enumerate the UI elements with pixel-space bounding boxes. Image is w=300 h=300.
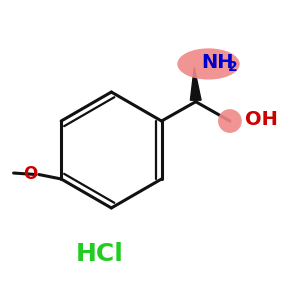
Text: 2: 2 <box>228 60 238 74</box>
Text: HCl: HCl <box>76 242 123 266</box>
Circle shape <box>218 109 242 133</box>
Text: OH: OH <box>245 110 278 129</box>
Text: O: O <box>23 165 38 183</box>
Ellipse shape <box>177 48 240 80</box>
Polygon shape <box>190 68 201 100</box>
Text: NH: NH <box>201 53 234 72</box>
